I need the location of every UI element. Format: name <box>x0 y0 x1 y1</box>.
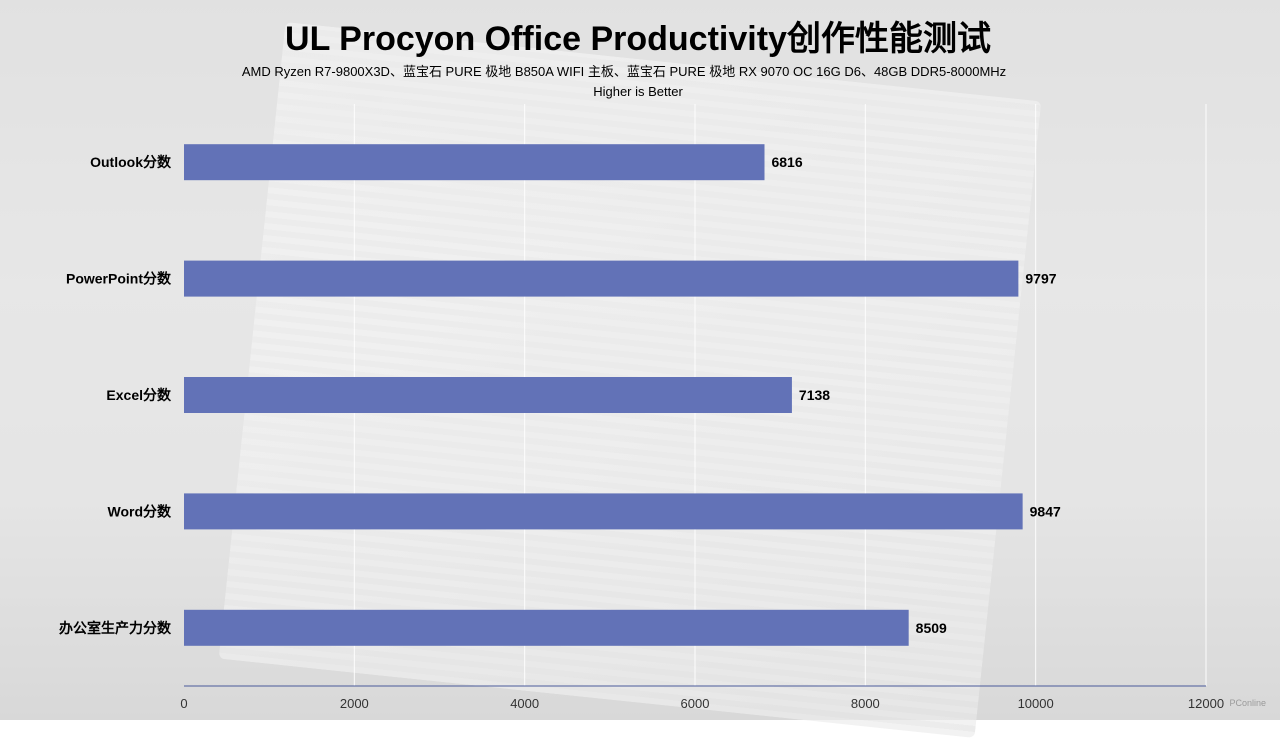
chart-title: UL Procyon Office Productivity创作性能测试 <box>285 20 991 58</box>
x-tick-label: 10000 <box>1018 696 1054 711</box>
chart-subtitle: AMD Ryzen R7-9800X3D、蓝宝石 PURE 极地 B850A W… <box>242 64 1006 79</box>
watermark: PConline <box>1229 698 1266 708</box>
x-tick-label: 12000 <box>1188 696 1224 711</box>
category-label: Excel分数 <box>106 387 172 403</box>
x-axis-ticks: 0 2000 4000 6000 8000 10000 12000 <box>180 696 1224 711</box>
bar <box>184 144 765 181</box>
data-label: 9847 <box>1030 503 1061 519</box>
background-veil <box>0 0 1280 720</box>
bar <box>184 609 909 646</box>
x-tick-label: 4000 <box>510 696 539 711</box>
bar-chart: UL Procyon Office Productivity创作性能测试 AMD… <box>59 20 1266 711</box>
bars-group: Outlook分数 6816 PowerPoint分数 9797 Excel分数 7138… <box>59 144 1061 646</box>
data-label: 7138 <box>799 387 830 403</box>
data-label: 6816 <box>771 154 802 170</box>
data-label: 8509 <box>916 620 947 636</box>
bar <box>184 377 792 413</box>
category-label: PowerPoint分数 <box>66 271 172 287</box>
category-label: Outlook分数 <box>90 154 172 170</box>
x-tick-label: 2000 <box>340 696 369 711</box>
category-label: 办公室生产力分数 <box>59 620 172 636</box>
x-tick-label: 0 <box>180 696 187 711</box>
x-tick-label: 8000 <box>851 696 880 711</box>
bar <box>184 493 1023 530</box>
data-label: 9797 <box>1025 271 1056 287</box>
category-label: Word分数 <box>107 503 172 519</box>
chart-note: Higher is Better <box>593 84 683 99</box>
x-tick-label: 6000 <box>681 696 710 711</box>
bar <box>184 260 1019 297</box>
